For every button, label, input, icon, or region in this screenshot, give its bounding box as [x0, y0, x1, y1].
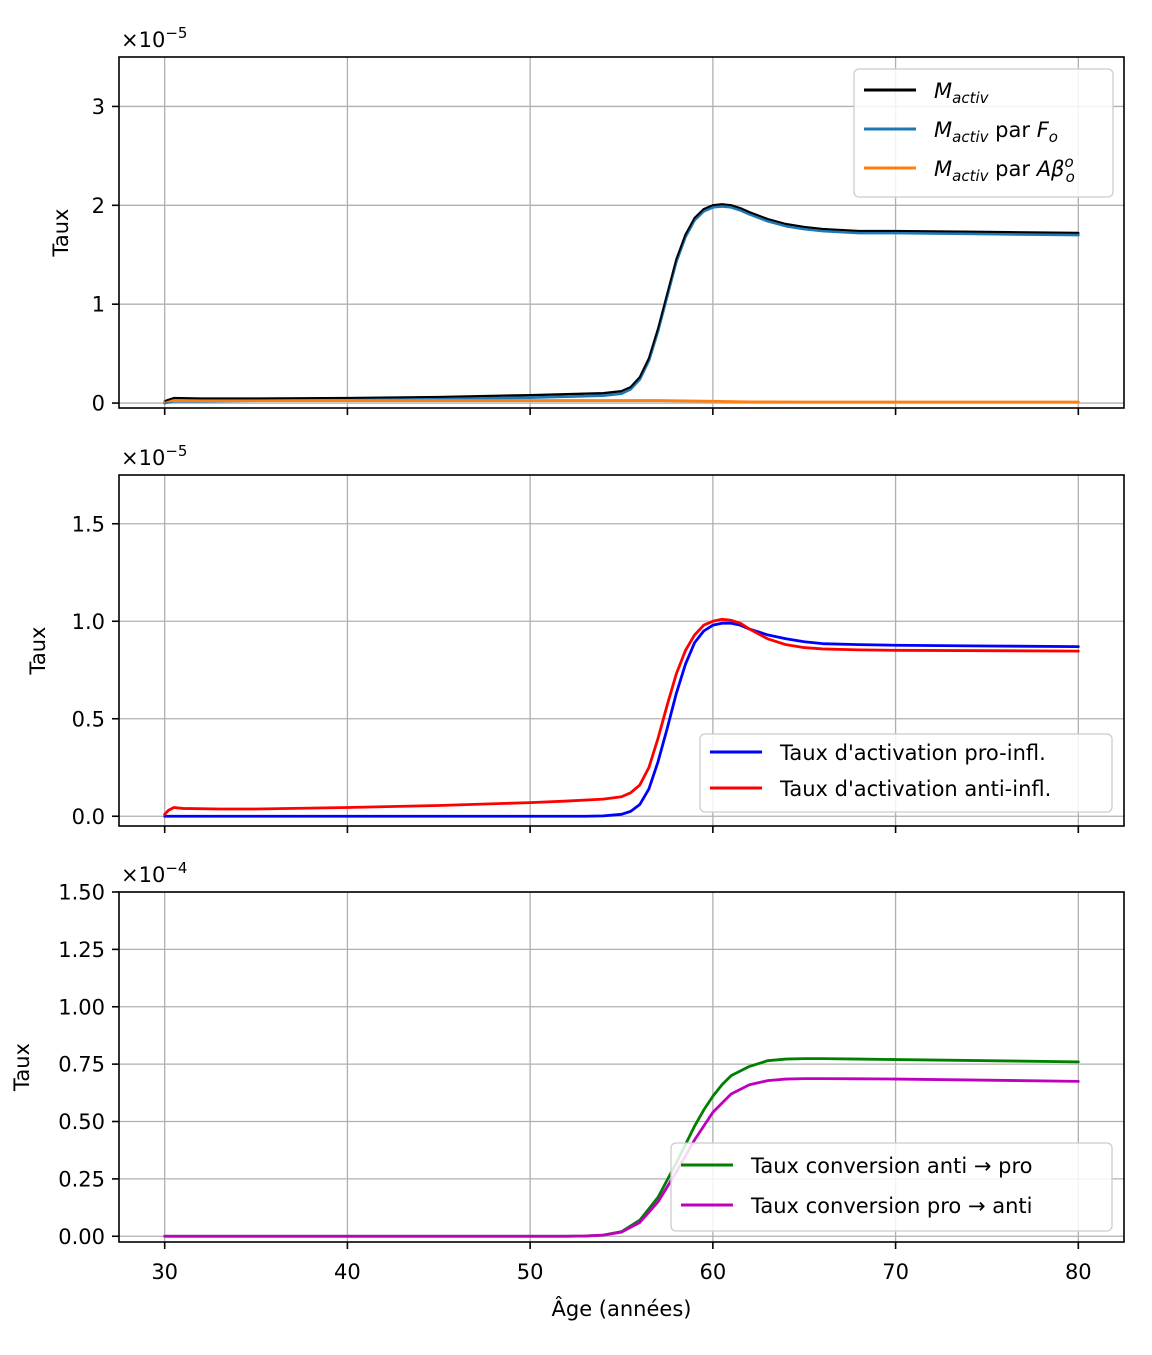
axes-frame: [118, 474, 1125, 827]
y-tick-label: 1.5: [72, 512, 105, 536]
x-tick-label: 50: [517, 1260, 544, 1284]
legend-label: Mactiv: [934, 79, 990, 107]
y-tick-label: 0: [92, 392, 105, 416]
series-line-3: [163, 399, 1080, 404]
y-tick-label: 1.50: [58, 881, 105, 905]
legend-box: [699, 733, 1113, 813]
y-tick-label: 0.0: [72, 805, 105, 829]
y-tick-label: 1.0: [72, 610, 105, 634]
legend-label: Taux conversion anti → pro: [750, 1154, 1032, 1178]
series-line-2: [163, 1077, 1080, 1238]
x-tick-label: 30: [151, 1260, 178, 1284]
subplot-3: 30 40 50 60 70 80 0.00 0.25 0.50 0.75 1.00 1.25 1.50…: [10, 859, 1125, 1321]
legend-label: Mactiv par Aβo o: [934, 153, 1075, 186]
axes-frame: [118, 56, 1125, 409]
series-line-2: [163, 617, 1080, 816]
y-offset-label: ×10−5: [121, 24, 187, 52]
legend-label: Taux d'activation pro-infl.: [779, 741, 1046, 765]
x-axis-label: Âge (années): [552, 1296, 692, 1321]
y-axis-label: Taux: [49, 209, 73, 258]
series-line-1-overlay: [164, 203, 1079, 402]
legend-box: [670, 1142, 1113, 1232]
legend: Taux conversion anti → pro Taux conversio…: [670, 1142, 1113, 1232]
y-tick-label: 1.25: [58, 938, 105, 962]
y-offset-label: ×10−5: [121, 442, 187, 470]
legend: Mactiv Mactiv par Fo Mactiv par Aβo o: [853, 68, 1114, 198]
y-tick-label: 0.50: [58, 1110, 105, 1134]
legend-label: Taux d'activation anti-infl.: [779, 777, 1051, 801]
y-axis-label: Taux: [10, 1043, 34, 1092]
y-tick-label: 3: [92, 95, 105, 119]
legend-box: [853, 68, 1114, 198]
x-tick-label: 40: [334, 1260, 361, 1284]
legend-label: Taux conversion pro → anti: [750, 1194, 1032, 1218]
y-tick-label: 0.00: [58, 1225, 105, 1249]
legend: Taux d'activation pro-infl. Taux d'activa…: [699, 733, 1113, 813]
y-tick-label: 1.00: [58, 995, 105, 1019]
x-tick-label: 70: [882, 1260, 909, 1284]
y-tick-label: 2: [92, 194, 105, 218]
y-tick-label: 0.5: [72, 707, 105, 731]
subplot-1: 0 1 2 3 ×10−5 Taux Mactiv Mactiv par Fo Mactiv p…: [49, 24, 1125, 416]
axes-frame: [118, 891, 1125, 1243]
x-tick-label: 80: [1065, 1260, 1092, 1284]
subplot-2: 0.0 0.5 1.0 1.5 ×10−5 Taux Taux d'activation p…: [26, 442, 1125, 833]
legend-label: Mactiv par Fo: [934, 118, 1058, 146]
y-axis-label: Taux: [26, 627, 50, 676]
y-tick-label: 1: [92, 293, 105, 317]
series-line-1: [163, 621, 1080, 818]
y-tick-label: 0.75: [58, 1053, 105, 1077]
y-tick-label: 0.25: [58, 1167, 105, 1191]
y-offset-label: ×10−4: [121, 859, 187, 887]
x-tick-label: 60: [699, 1260, 726, 1284]
